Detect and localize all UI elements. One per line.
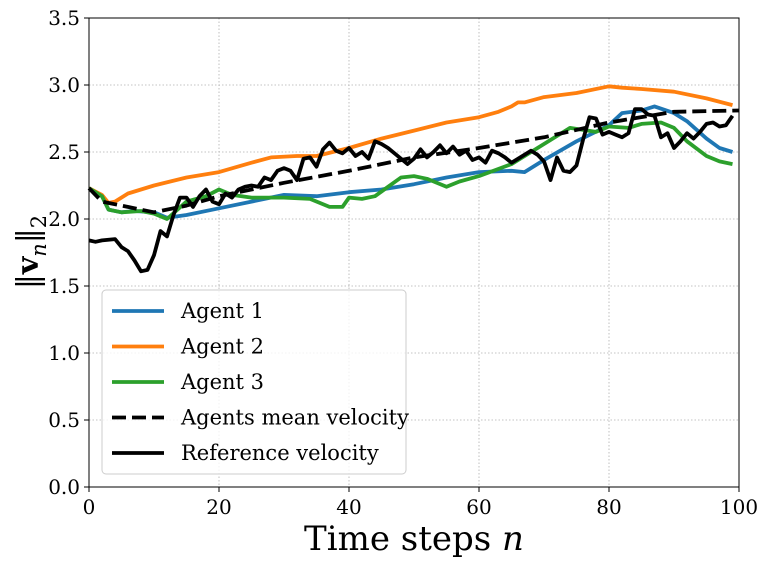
y-tick-label: 1.5 xyxy=(48,274,80,298)
legend-box xyxy=(101,289,407,475)
y-tick-label: 3.5 xyxy=(48,6,80,30)
series-line-reference-velocity xyxy=(88,107,735,274)
x-tick-label: 80 xyxy=(596,495,621,519)
y-tick-label: 2.5 xyxy=(48,140,80,164)
legend-label-agents-mean-velocity: Agents mean velocity xyxy=(180,406,409,430)
legend: Agent 1 Agent 2 Agent 3 Agents mean velocit… xyxy=(101,289,409,475)
series-line-agents-mean-velocity xyxy=(87,108,740,215)
y-tick-label: 0.5 xyxy=(48,408,80,432)
legend-label-agent-3: Agent 3 xyxy=(180,370,264,394)
plot-frame xyxy=(88,17,740,488)
x-tick-label: 20 xyxy=(206,495,231,519)
ticks: 0 20 40 60 80 100 0.0 0.5 1.0 1.5 2.0 2.5 3.0 3.5 xyxy=(48,6,758,519)
x-axis-label-variable: n xyxy=(502,519,524,559)
x-tick-label: 40 xyxy=(336,495,361,519)
legend-label-agent-2: Agent 2 xyxy=(180,335,264,359)
x-tick-label: 0 xyxy=(83,495,96,519)
legend-label-agent-1: Agent 1 xyxy=(180,299,264,323)
y-tick-label: 3.0 xyxy=(48,73,80,97)
y-tick-label: 0.0 xyxy=(48,475,80,499)
series-line-agent-2 xyxy=(88,84,733,205)
legend-label-reference-velocity: Reference velocity xyxy=(181,441,379,465)
x-axis-label: Time steps n xyxy=(304,519,524,559)
x-axis-label-text: Time steps xyxy=(304,519,491,559)
y-tick-label: 1.0 xyxy=(48,341,80,365)
y-tick-label: 2.0 xyxy=(48,207,80,231)
y-axis-label: ‖vn‖2 xyxy=(11,215,51,289)
x-tick-label: 100 xyxy=(720,495,758,519)
series-layer xyxy=(87,84,740,274)
x-tick-label: 60 xyxy=(466,495,491,519)
